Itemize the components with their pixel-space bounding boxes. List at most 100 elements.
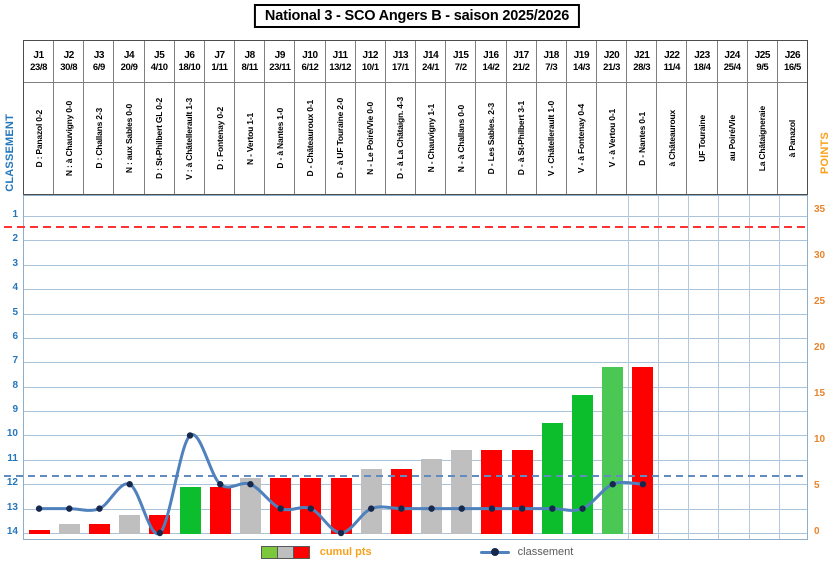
matchday-column-J25: J25 9/5 La Châtaigneraie: [746, 41, 777, 194]
matchday-column-J17: J17 21/2 D - à St-Philbert 3-1: [505, 41, 536, 194]
cumul-pts-bar-J11: [330, 477, 352, 534]
matchday-date: 25/4: [723, 62, 741, 73]
classement-marker-J18: [549, 505, 556, 512]
gridline: [24, 337, 807, 339]
match-result-cell: N : à Chauvigny 0-0: [54, 83, 83, 194]
matchday-date: 21/2: [512, 62, 530, 73]
matchday-date: 24/1: [422, 62, 440, 73]
legend-classement-label: classement: [517, 546, 574, 558]
match-result-cell: D - à La Châtaign. 4-3: [386, 83, 415, 194]
matchday-head: J7 1/11: [204, 41, 235, 83]
matchday-head: J4 20/9: [114, 41, 144, 83]
match-result-cell: D - Les Sables. 2-3: [476, 83, 505, 194]
match-result-label: N - Chauvigny 1-1: [425, 104, 436, 173]
matchday-head: J23 18/4: [687, 41, 717, 83]
matchday-head: J24 25/4: [717, 41, 747, 83]
legend: cumul pts classement: [0, 544, 834, 560]
matchday-column-J21: J21 28/3 D - Nantes 0-1: [626, 41, 657, 194]
gridline: [24, 411, 807, 413]
matchday-column-J14: J14 24/1 N - Chauvigny 1-1: [415, 41, 446, 194]
matchday-label: J17: [513, 50, 529, 61]
match-result-label: N - Le Poiré/Vie 0-0: [365, 102, 376, 175]
matchday-label: J20: [603, 50, 620, 61]
classement-axis-title: CLASSEMENT: [2, 100, 17, 205]
match-result-cell: V - Châtellerault 1-0: [537, 83, 566, 194]
points-tick-0: 0: [814, 526, 820, 537]
matchday-head: J9 23/11: [265, 41, 295, 83]
chart-title: National 3 - SCO Angers B - saison 2025/…: [253, 4, 581, 28]
classement-marker-J6: [186, 432, 194, 439]
match-result-label: V : à Châtellerault 1-3: [184, 97, 195, 180]
matchday-label: J12: [362, 50, 379, 61]
matchday-date: 14/2: [482, 62, 500, 73]
gridline: [24, 386, 807, 388]
classement-marker-J8: [247, 481, 254, 488]
legend-swatch-win: [260, 545, 278, 559]
legend-swatch-loss: [292, 545, 310, 559]
matchday-head: J18 7/3: [536, 41, 566, 83]
cumul-pts-bar-J13: [390, 468, 412, 534]
classement-marker-J4: [126, 481, 133, 488]
classement-marker-J1: [35, 505, 43, 512]
legend-swatch-draw: [276, 545, 294, 559]
match-result-cell: UF Touraine: [687, 83, 716, 194]
matchday-column-J19: J19 14/3 V - à Fontenay 0-4: [565, 41, 596, 194]
classement-marker-J14: [428, 505, 435, 512]
points-tick-5: 5: [814, 480, 820, 491]
matchday-label: J25: [754, 50, 771, 61]
matchday-label: J5: [154, 50, 165, 61]
points-tick-20: 20: [814, 342, 826, 353]
classement-tick-11: 11: [7, 452, 18, 464]
match-result-cell: D - à Nantes 1-0: [265, 83, 294, 194]
match-result-label: D - à La Châtaign. 4-3: [395, 97, 406, 180]
match-result-cell: D - Nantes 0-1: [627, 83, 656, 194]
matchday-date: 6/12: [301, 62, 319, 73]
cumul-pts-bar-J3: [88, 523, 110, 534]
matchday-column-J5: J5 4/10 D : St-Philbert GL 0-2: [143, 41, 174, 194]
match-result-cell: D - à St-Philbert 3-1: [507, 83, 536, 194]
classement-marker-J16: [488, 505, 496, 512]
matchday-label: J16: [483, 50, 499, 61]
match-result-cell: D : Panazol 0-2: [24, 83, 53, 194]
matchday-column-J12: J12 10/1 N - Le Poiré/Vie 0-0: [354, 41, 385, 194]
vertical-gridline: [778, 196, 780, 539]
legend-line-marker-icon: [479, 547, 510, 556]
matchday-date: 13/12: [329, 62, 352, 73]
match-result-cell: D : Challans 2-3: [84, 83, 113, 194]
classement-marker-J2: [66, 505, 73, 512]
matchday-column-J13: J13 17/1 D - à La Châtaign. 4-3: [384, 41, 416, 194]
matchday-date: 17/1: [392, 62, 409, 73]
classement-marker-J13: [398, 505, 405, 512]
matchday-column-J11: J11 13/12 D - à UF Touraine 2-0: [324, 41, 355, 194]
matchday-column-J9: J9 23/11 D - à Nantes 1-0: [264, 41, 295, 194]
matchday-label: J14: [422, 50, 439, 61]
match-result-label: à Châteauroux: [666, 110, 677, 167]
match-result-cell: D : Fontenay 0-2: [205, 83, 234, 194]
gridline: [24, 484, 807, 486]
matchday-label: J21: [633, 50, 650, 61]
matchday-label: J13: [392, 50, 409, 61]
match-result-label: V - Châtellerault 1-0: [546, 100, 557, 177]
matchday-column-J16: J16 14/2 D - Les Sables. 2-3: [475, 41, 506, 194]
classement-marker-J11: [337, 529, 345, 537]
matchday-column-J8: J8 8/11 N - Vertou 1-1: [234, 41, 265, 194]
matchday-column-J18: J18 7/3 V - Châtellerault 1-0: [535, 41, 566, 194]
matchday-column-J6: J6 18/10 V : à Châtellerault 1-3: [173, 41, 204, 194]
cumul-pts-bar-J1: [28, 530, 50, 534]
matchday-label: J15: [453, 50, 469, 61]
classement-marker-J20: [609, 481, 616, 488]
gridline: [24, 216, 807, 217]
matchday-column-J2: J2 30/8 N : à Chauvigny 0-0: [53, 41, 84, 194]
classement-axis-ticks: 1 2 3 4 5 6 7 8 9 10 11 12 13 14: [0, 195, 20, 540]
matchday-date: 8/11: [241, 62, 258, 73]
matchday-date: 4/10: [150, 62, 168, 73]
matchday-label: J24: [724, 50, 740, 61]
classement-marker-J7: [217, 481, 224, 488]
matchday-column-J24: J24 25/4 au Poiré/Vie: [716, 41, 747, 194]
match-result-label: V - à Fontenay 0-4: [576, 103, 587, 174]
matchday-column-J26: J26 16/5 à Panazol: [776, 41, 808, 194]
classement-marker-J17: [518, 505, 526, 512]
match-result-cell: à Panazol: [778, 83, 807, 194]
match-result-cell: V - à Vertou 0-1: [597, 83, 626, 194]
match-result-label: D : St-Philbert GL 0-2: [154, 98, 165, 179]
